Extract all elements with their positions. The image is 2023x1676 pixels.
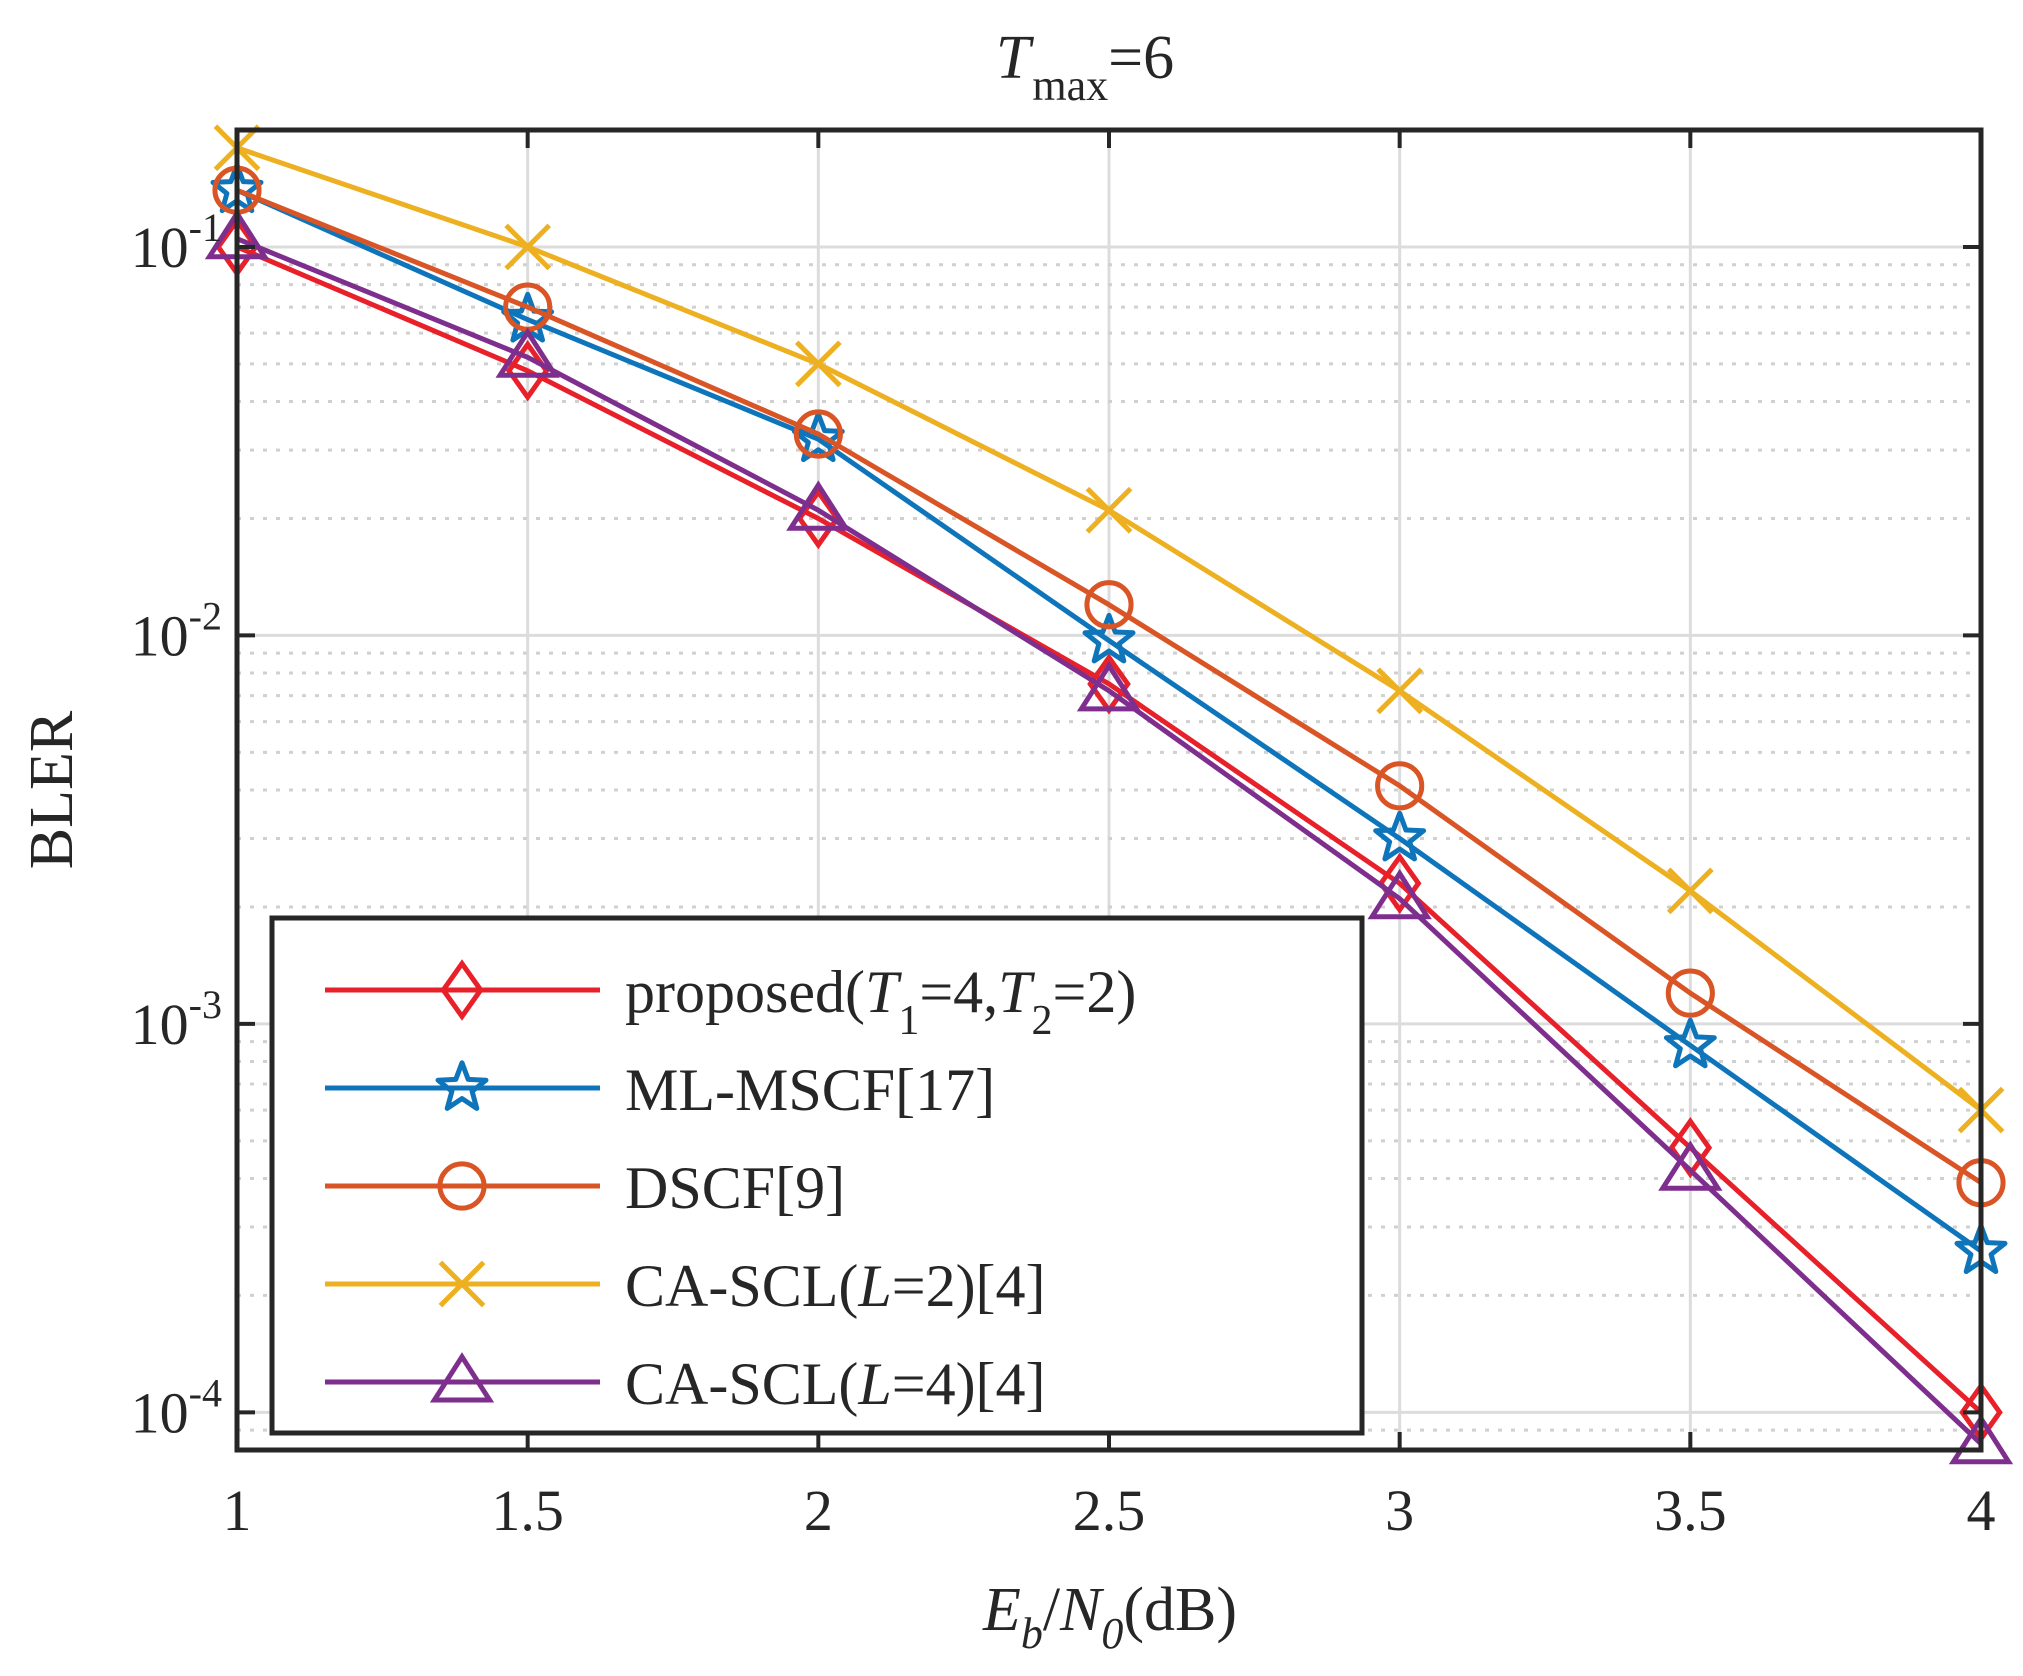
legend-text: =2)	[1053, 959, 1137, 1025]
legend-text: CA-SCL(	[625, 1351, 858, 1417]
series-line-4	[236, 236, 1983, 1446]
data-point-diamond	[1668, 1116, 1713, 1179]
legend-marker-x	[438, 1260, 486, 1308]
y-tick-base: 10	[131, 992, 189, 1057]
data-point-star	[1663, 1017, 1717, 1069]
x-label-slash: /	[1043, 1576, 1061, 1644]
data-point-triangle	[1076, 660, 1142, 712]
y-tick-exponent: -1	[189, 205, 222, 250]
data-point-x	[1376, 667, 1424, 715]
x-tick-label: 3.5	[1654, 1478, 1727, 1543]
x-tick-label: 2.5	[1073, 1478, 1146, 1543]
legend: proposed(T1=4,T2=2)ML-MSCF[17]DSCF[9]CA-…	[269, 915, 1365, 1436]
title-tail: =6	[1108, 24, 1174, 92]
data-point-triangle	[495, 327, 560, 378]
data-point-x	[504, 223, 552, 271]
y-tick-exponent: -2	[189, 593, 222, 638]
legend-var: T	[998, 959, 1035, 1025]
legend-label: DSCF[9]	[625, 1155, 845, 1221]
x-axis-label: Eb/N0(dB)	[982, 1576, 1237, 1658]
data-point-triangle	[1948, 1413, 2014, 1465]
y-tick-exponent: -4	[189, 1370, 222, 1415]
legend-entry-1: ML-MSCF[17]	[325, 1057, 995, 1123]
y-tick-label: 10-1	[131, 205, 222, 280]
y-tick-label: 10-4	[131, 1370, 222, 1445]
data-point-diamond	[796, 487, 841, 550]
x-label-e: E	[982, 1576, 1021, 1644]
legend-entry-2: DSCF[9]	[325, 1155, 845, 1221]
legend-text: ML-MSCF[17]	[625, 1057, 995, 1123]
legend-text: proposed(	[625, 959, 865, 1025]
title-subscript: max	[1032, 61, 1108, 110]
x-label-unit: (dB)	[1123, 1576, 1237, 1644]
legend-var: L	[857, 1253, 891, 1319]
series-4	[204, 208, 2014, 1465]
y-tick-base: 10	[131, 1380, 189, 1445]
data-point-x	[1666, 867, 1714, 915]
legend-marker-diamond	[440, 959, 484, 1021]
legend-label: proposed(T1=4,T2=2)	[625, 959, 1136, 1044]
x-label-sub-b: b	[1021, 1609, 1043, 1658]
legend-text: DSCF[9]	[625, 1155, 845, 1221]
data-point-x	[794, 340, 842, 388]
legend-text: =4)[4]	[892, 1351, 1046, 1417]
data-point-circle	[1084, 580, 1134, 630]
data-point-circle	[1375, 761, 1425, 811]
y-tick-base: 10	[131, 215, 189, 280]
legend-entry-3: CA-SCL(L=2)[4]	[325, 1253, 1046, 1319]
title-base: T	[996, 24, 1035, 92]
series-line-1	[235, 187, 1983, 1254]
data-point-triangle	[1658, 1140, 1723, 1191]
legend-marker-triangle	[429, 1352, 495, 1403]
y-tick-label: 10-2	[131, 593, 222, 668]
legend-marker-circle	[437, 1161, 487, 1211]
legend-var: L	[857, 1351, 891, 1417]
data-point-triangle	[786, 480, 851, 531]
series-3	[213, 124, 2005, 1134]
y-tick-base: 10	[131, 603, 189, 668]
x-tick-label: 1	[223, 1478, 252, 1543]
legend-marker-star	[435, 1060, 489, 1111]
x-tick-label: 3	[1385, 1478, 1414, 1543]
chart-title: Tmax=6	[996, 24, 1174, 110]
legend-var: T	[865, 959, 902, 1025]
data-point-circle	[1665, 968, 1715, 1018]
x-tick-label: 1.5	[491, 1478, 564, 1543]
legend-text: =4,	[919, 959, 998, 1025]
legend-text: =2)[4]	[892, 1253, 1046, 1319]
legend-subscript: 2	[1032, 998, 1053, 1044]
data-point-star	[1082, 612, 1136, 664]
data-point-circle	[793, 409, 843, 459]
x-label-sub-zero: 0	[1101, 1609, 1123, 1658]
data-point-triangle	[1367, 868, 1432, 920]
x-label-n: N	[1059, 1576, 1105, 1644]
data-point-star	[791, 411, 845, 463]
y-tick-label: 10-3	[131, 982, 222, 1057]
data-point-x	[1085, 486, 1133, 534]
data-point-star	[1373, 810, 1427, 862]
legend-entries: proposed(T1=4,T2=2)ML-MSCF[17]DSCF[9]CA-…	[325, 959, 1136, 1417]
y-axis-label: BLER	[18, 710, 86, 869]
legend-label: ML-MSCF[17]	[625, 1057, 995, 1123]
x-tick-label: 4	[1967, 1478, 1996, 1543]
legend-subscript: 1	[898, 998, 919, 1044]
legend-entry-0: proposed(T1=4,T2=2)	[325, 959, 1136, 1044]
data-point-diamond	[1377, 852, 1422, 915]
legend-label: CA-SCL(L=2)[4]	[625, 1253, 1046, 1319]
series-line-2	[236, 187, 1983, 1185]
y-tick-exponent: -3	[189, 982, 222, 1027]
x-tick-label: 2	[804, 1478, 833, 1543]
axis-ticks: 1 1.5 2 2.5 3 3.5 410-110-210-310-4	[131, 130, 1996, 1543]
series-layer	[204, 124, 2014, 1465]
legend-label: CA-SCL(L=4)[4]	[625, 1351, 1046, 1417]
legend-entry-4: CA-SCL(L=4)[4]	[325, 1351, 1046, 1417]
legend-text: CA-SCL(	[625, 1253, 858, 1319]
